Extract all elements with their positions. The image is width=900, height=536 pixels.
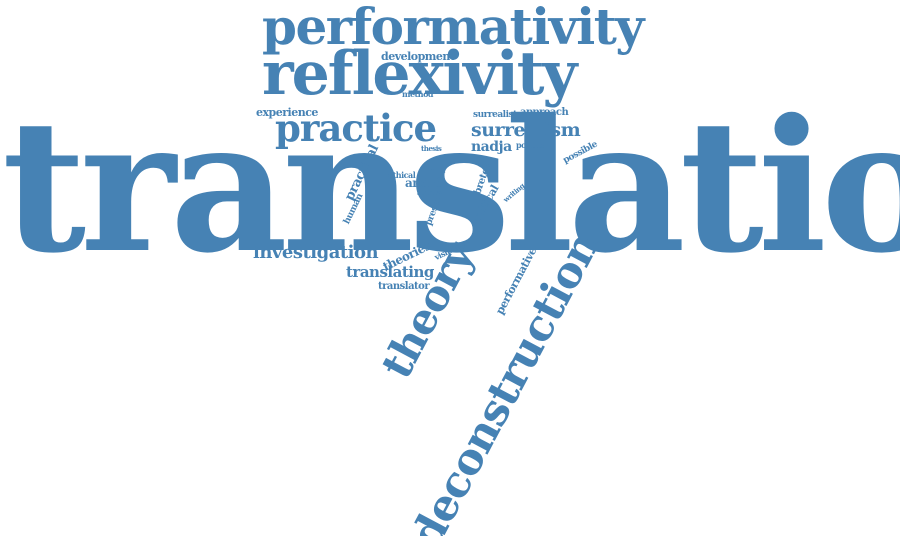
word-method: method (402, 89, 434, 99)
word-experience: experience (256, 106, 318, 119)
word-investigation: investigation (253, 242, 379, 263)
word-translation: translation (2, 79, 900, 293)
word-development: development (381, 50, 455, 63)
word-limit: limit (426, 165, 445, 175)
word-author: author (417, 188, 441, 197)
word-reflexivity: reflexivity (262, 39, 577, 109)
word-surrealist: surrealist (473, 110, 517, 120)
word-practice: practice (275, 106, 437, 150)
word-nadja: nadja (471, 139, 512, 155)
word-performativity: performativity (262, 0, 644, 56)
word-translator: translator (378, 281, 430, 292)
word-approach: approach (520, 107, 569, 118)
word-ethical: ethical (388, 170, 416, 180)
word-andre: andré (405, 176, 442, 190)
word-political: political (516, 140, 549, 150)
word-thesis: thesis (421, 144, 442, 153)
word-surrealism: surrealism (471, 119, 581, 141)
word-translating: translating (346, 263, 434, 281)
